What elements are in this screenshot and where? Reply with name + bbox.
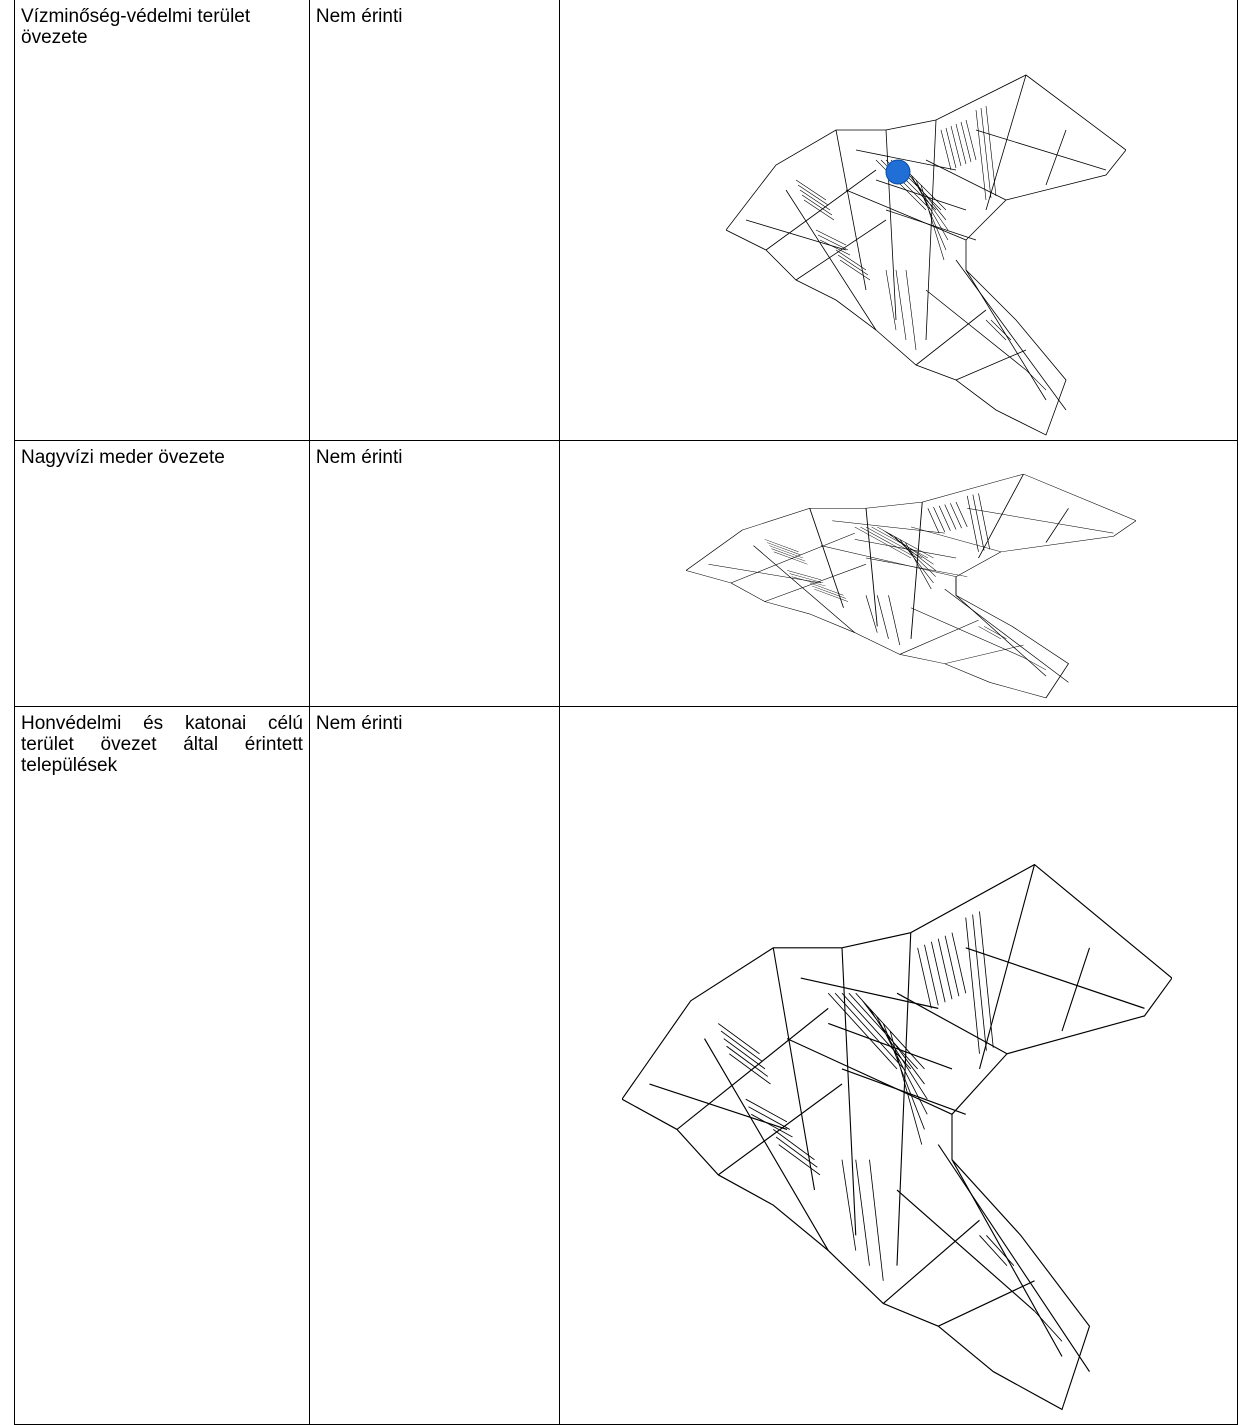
- map: [726, 74, 1127, 436]
- highlight: [885, 159, 911, 185]
- zone-status: Nem érinti: [308, 0, 561, 441]
- row: Vízminőség-védelmi terület övezete Nem é…: [14, 0, 1238, 441]
- zone-name: Vízminőség-védelmi terület övezete: [14, 0, 310, 441]
- row: Honvédelmi és katonai célú terület öveze…: [14, 706, 1238, 1425]
- map: [686, 473, 1137, 699]
- map-cell: [559, 706, 1238, 1425]
- map-cell: [559, 440, 1238, 707]
- zone-name: Honvédelmi és katonai célú terület öveze…: [14, 706, 310, 1425]
- map: [622, 863, 1173, 1411]
- zone-status: Nem érinti: [308, 440, 561, 707]
- zone-name: Nagyvízi meder övezete: [14, 440, 310, 707]
- zone-status: Nem érinti: [308, 706, 561, 1425]
- zone-table: Vízminőség-védelmi terület övezete Nem é…: [14, 0, 1238, 1425]
- row: Nagyvízi meder övezete Nem érinti: [14, 440, 1238, 707]
- map-cell: [559, 0, 1238, 441]
